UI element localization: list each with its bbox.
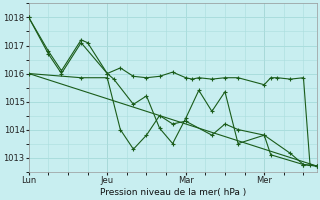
- X-axis label: Pression niveau de la mer( hPa ): Pression niveau de la mer( hPa ): [100, 188, 246, 197]
